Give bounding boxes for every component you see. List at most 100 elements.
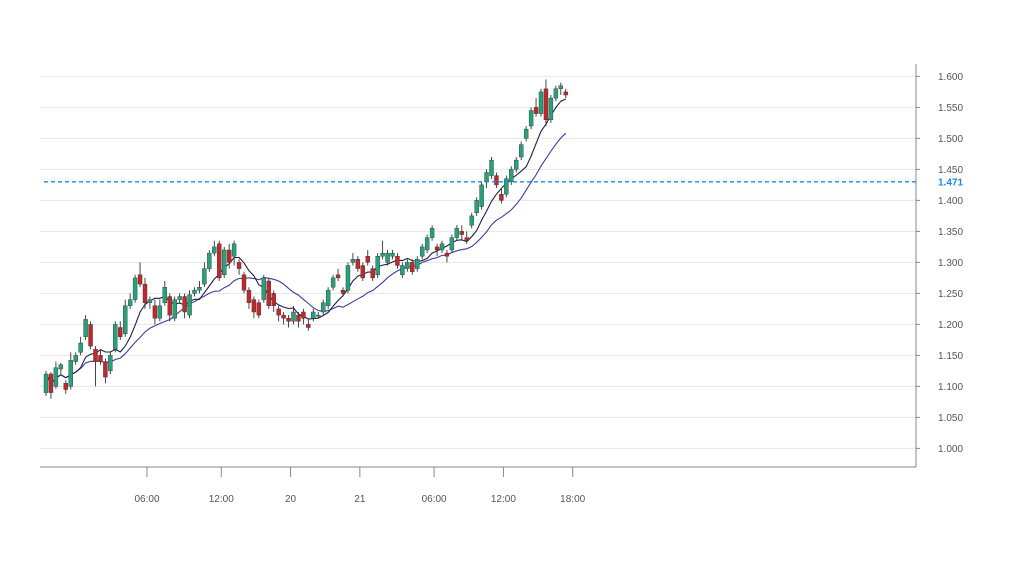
candle-body — [291, 311, 296, 322]
candle-body — [132, 277, 138, 300]
candle-body — [88, 324, 93, 347]
candle-body — [286, 318, 291, 322]
candle-body — [360, 265, 365, 279]
y-tick-label: 1.450 — [938, 165, 963, 176]
moving-averages — [45, 98, 567, 385]
candle-body — [172, 299, 177, 319]
candle-body — [509, 169, 514, 182]
candle-body — [429, 228, 435, 238]
x-tick-label: 20 — [285, 494, 297, 505]
x-tick-label: 18:00 — [560, 494, 585, 505]
ma-fast-line — [45, 98, 567, 385]
gridlines — [40, 75, 916, 449]
candle-body — [558, 85, 563, 89]
candle-body — [246, 290, 252, 303]
candle-body — [504, 178, 509, 195]
candle-body — [83, 319, 88, 338]
y-tick-label: 1.250 — [938, 289, 963, 300]
candle-body — [365, 256, 370, 263]
candle-body — [108, 355, 113, 372]
candle-body — [98, 355, 103, 362]
candle-body — [301, 311, 306, 319]
candle-body — [553, 88, 559, 99]
candle-body — [548, 97, 554, 120]
candle-body — [276, 308, 281, 316]
candle-body — [449, 237, 455, 251]
candles — [43, 79, 568, 399]
candle-body — [73, 355, 78, 362]
y-tick-label: 1.100 — [938, 382, 963, 393]
y-tick-label: 1.000 — [938, 444, 963, 455]
candle-body — [415, 259, 420, 269]
candle-body — [281, 314, 286, 319]
candle-body — [330, 277, 336, 288]
candle-body — [192, 290, 197, 294]
candle-body — [266, 280, 271, 306]
candle-body — [345, 265, 351, 291]
candle-body — [162, 287, 168, 303]
candle-body — [340, 290, 346, 294]
candle-body — [217, 243, 222, 279]
candle-body — [355, 259, 361, 269]
candle-body — [474, 200, 479, 213]
candle-body — [58, 364, 64, 370]
candle-body — [400, 265, 405, 276]
y-tick-label: 1.200 — [938, 320, 963, 331]
candle-body — [321, 302, 326, 313]
candle-body — [370, 268, 375, 279]
candle-body — [424, 237, 430, 251]
candle-body — [197, 287, 202, 291]
y-tick-label: 1.300 — [938, 258, 963, 269]
candle-body — [68, 360, 73, 387]
candle-body — [543, 88, 549, 121]
candle-body — [439, 243, 445, 251]
candle-body — [444, 252, 450, 257]
candle-body — [350, 259, 356, 263]
x-tick-label: 06:00 — [134, 494, 159, 505]
candle-body — [187, 294, 192, 316]
candle-body — [103, 361, 108, 378]
candle-body — [221, 249, 227, 275]
candle-body — [256, 302, 262, 316]
candle-body — [335, 274, 341, 279]
candle-body — [405, 262, 410, 269]
candle-body — [142, 283, 148, 303]
candle-body — [43, 373, 49, 393]
candle-body — [207, 252, 212, 269]
x-tick-label: 21 — [354, 494, 366, 505]
candle-body — [261, 277, 266, 300]
candle-body — [177, 296, 182, 300]
candle-body — [306, 324, 311, 328]
y-tick-label: 1.550 — [938, 103, 963, 114]
candle-body — [533, 107, 539, 114]
candle-body — [231, 243, 237, 257]
candle-body — [479, 184, 484, 207]
candle-body — [316, 314, 321, 317]
candle-body — [48, 373, 54, 393]
candle-body — [137, 274, 143, 285]
y-tick-label: 1.050 — [938, 413, 963, 424]
tick-labels: 1.000 1.050 1.100 1.150 1.200 1.250 1.300 1.350… — [134, 72, 963, 505]
candle-body — [226, 249, 232, 263]
candle-body — [241, 274, 247, 291]
candle-body — [514, 159, 519, 170]
candle-body — [454, 228, 460, 238]
candle-body — [385, 252, 390, 263]
candle-body — [152, 305, 158, 319]
candle-body — [434, 246, 440, 251]
ma-slow-line — [45, 132, 567, 385]
candle-body — [122, 305, 128, 334]
candle-body — [390, 252, 395, 257]
candle-body — [489, 159, 494, 176]
candle-body — [93, 349, 98, 362]
y-tick-label: 1.400 — [938, 196, 963, 207]
candle-body — [118, 327, 123, 338]
y-tick-label: 1.350 — [938, 227, 963, 238]
candle-body — [147, 299, 153, 303]
candle-body — [538, 91, 544, 114]
y-tick-label: 1.500 — [938, 134, 963, 145]
candle-body — [236, 262, 242, 269]
candle-body — [182, 296, 187, 313]
candle-body — [380, 252, 385, 257]
